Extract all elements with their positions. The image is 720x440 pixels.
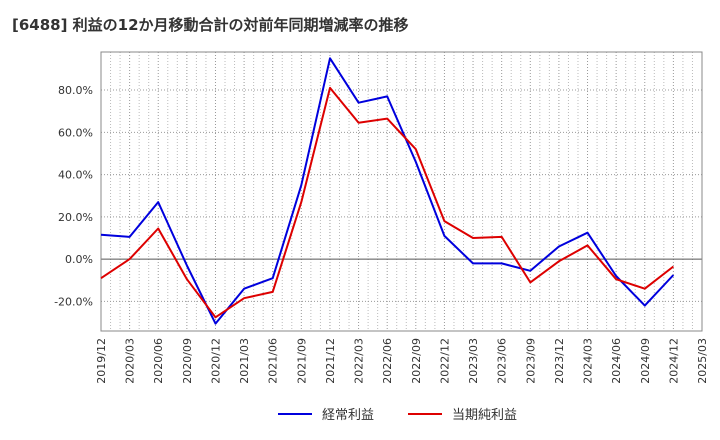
y-tick-label: 0.0% (65, 253, 93, 266)
y-tick-label: 40.0% (58, 169, 93, 182)
x-tick-label: 2022/03 (353, 338, 366, 384)
plot-background (101, 52, 702, 331)
x-tick-label: 2021/09 (295, 338, 308, 384)
x-tick-label: 2024/09 (639, 338, 652, 384)
x-tick-label: 2020/09 (181, 338, 194, 384)
x-tick-label: 2023/09 (524, 338, 537, 384)
x-tick-label: 2024/03 (582, 338, 595, 384)
legend: 経常利益 当期純利益 (0, 404, 720, 428)
x-tick-label: 2023/03 (467, 338, 480, 384)
x-tick-label: 2019/12 (95, 338, 108, 384)
x-tick-label: 2021/03 (238, 338, 251, 384)
x-tick-label: 2021/06 (267, 338, 280, 384)
x-tick-label: 2020/03 (124, 338, 137, 384)
y-tick-label: 20.0% (58, 211, 93, 224)
x-tick-label: 2021/12 (324, 338, 337, 384)
y-tick-label: 80.0% (58, 84, 93, 97)
legend-label-ordinary-profit: 経常利益 (322, 408, 375, 423)
x-tick-label: 2023/12 (553, 338, 566, 384)
legend-label-net-profit: 当期純利益 (452, 408, 518, 423)
chart-title: [6488] 利益の12か月移動合計の対前年同期増減率の推移 (12, 16, 409, 34)
y-tick-label: -20.0% (54, 295, 93, 308)
legend-item-net-profit: 当期純利益 (408, 404, 517, 423)
series-line-net-profit (100, 86, 675, 319)
series-line-ordinary-profit (100, 57, 675, 325)
y-tick-label: 60.0% (58, 126, 93, 139)
x-tick-label: 2025/03 (696, 338, 709, 384)
x-tick-label: 2022/12 (438, 338, 451, 384)
x-tick-label: 2022/06 (381, 338, 394, 384)
x-tick-label: 2020/06 (152, 338, 165, 384)
legend-swatch-ordinary-profit (278, 412, 312, 415)
x-tick-label: 2024/12 (667, 338, 680, 384)
x-tick-label: 2023/06 (496, 338, 509, 384)
x-tick-label: 2024/06 (610, 338, 623, 384)
plot-frame (100, 51, 703, 332)
legend-swatch-net-profit (408, 412, 442, 415)
x-tick-label: 2020/12 (209, 338, 222, 384)
x-tick-label: 2022/09 (410, 338, 423, 384)
legend-item-ordinary-profit: 経常利益 (278, 404, 374, 423)
